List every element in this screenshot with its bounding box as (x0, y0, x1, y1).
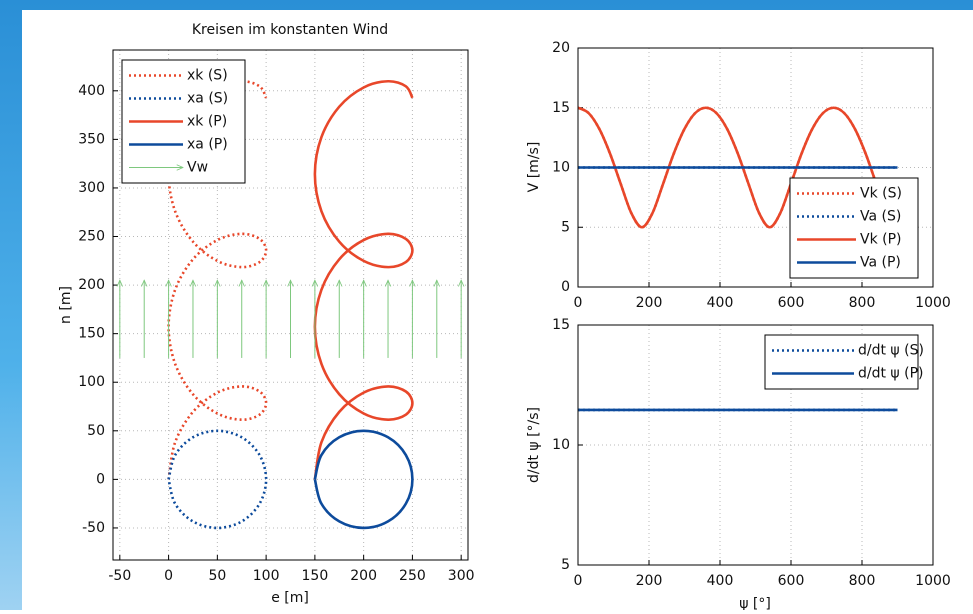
y-tick-label: -50 (82, 520, 105, 536)
x-tick-label: 200 (350, 568, 377, 584)
axes-box (577, 324, 934, 566)
x-tick-label: 800 (849, 295, 876, 311)
legend: xk (S) xa (S) xk (P) xa (P) Vw (121, 59, 246, 184)
y-tick-label: 10 (552, 437, 570, 453)
y-tick-label: 15 (552, 100, 570, 116)
x-axis-label: ψ [°] (739, 596, 771, 610)
y-tick-label: 350 (78, 131, 105, 147)
x-tick-label: 300 (448, 568, 475, 584)
x-tick-label: 0 (574, 295, 583, 311)
x-tick-label: 400 (707, 295, 734, 311)
y-tick-label: 400 (78, 83, 105, 99)
x-tick-label: 0 (164, 568, 173, 584)
legend-label: Va (S) (860, 209, 901, 225)
legend-label: xa (S) (187, 91, 228, 107)
y-axis-label: n [m] (58, 286, 74, 324)
y-tick-label: 100 (78, 374, 105, 390)
y-tick-label: 0 (561, 279, 570, 295)
y-tick-label: 250 (78, 229, 105, 245)
x-axis-label: e [m] (271, 590, 309, 606)
legend-label: Va (P) (860, 255, 901, 271)
y-tick-label: 150 (78, 326, 105, 342)
series-line (577, 106, 899, 229)
y-tick-label: 10 (552, 160, 570, 176)
legend: d/dt ψ (S) d/dt ψ (P) (764, 334, 924, 390)
x-tick-label: 600 (778, 573, 805, 589)
y-tick-label: 20 (552, 40, 570, 56)
legend-label: d/dt ψ (S) (858, 343, 924, 359)
x-tick-label: 50 (208, 568, 226, 584)
series-line (313, 429, 414, 530)
x-tick-label: 400 (707, 573, 734, 589)
series-line (313, 79, 414, 480)
y-axis-label: d/dt ψ [°/s] (526, 407, 542, 483)
chart-title: Kreisen im konstanten Wind (192, 22, 388, 38)
y-tick-label: 15 (552, 317, 570, 333)
legend-label: d/dt ψ (P) (858, 366, 923, 382)
legend-label: Vk (S) (860, 186, 902, 202)
axes-box (112, 49, 469, 561)
x-tick-label: 200 (636, 295, 663, 311)
legend-label: xa (P) (187, 137, 228, 153)
legend-box (764, 334, 919, 390)
x-tick-label: 800 (849, 573, 876, 589)
x-tick-label: 600 (778, 295, 805, 311)
y-tick-label: 5 (561, 219, 570, 235)
legend: Vk (S) Va (S) Vk (P) Va (P) (789, 177, 919, 279)
x-tick-label: 150 (302, 568, 329, 584)
y-tick-label: 50 (87, 423, 105, 439)
y-tick-label: 200 (78, 277, 105, 293)
x-tick-label: 100 (253, 568, 280, 584)
y-tick-label: 300 (78, 180, 105, 196)
y-tick-label: 5 (561, 557, 570, 573)
legend-label: Vk (P) (860, 232, 902, 248)
x-tick-label: 1000 (915, 573, 951, 589)
axes-box (577, 47, 934, 288)
x-tick-label: -50 (108, 568, 131, 584)
x-tick-label: 200 (636, 573, 663, 589)
legend-label: Vw (187, 160, 208, 176)
y-tick-label: 0 (96, 471, 105, 487)
x-tick-label: 0 (574, 573, 583, 589)
x-tick-label: 250 (399, 568, 426, 584)
series-line (167, 429, 268, 530)
legend-label: xk (P) (187, 114, 227, 130)
y-axis-label: V [m/s] (526, 142, 542, 193)
legend-label: xk (S) (187, 68, 228, 84)
x-tick-label: 1000 (915, 295, 951, 311)
